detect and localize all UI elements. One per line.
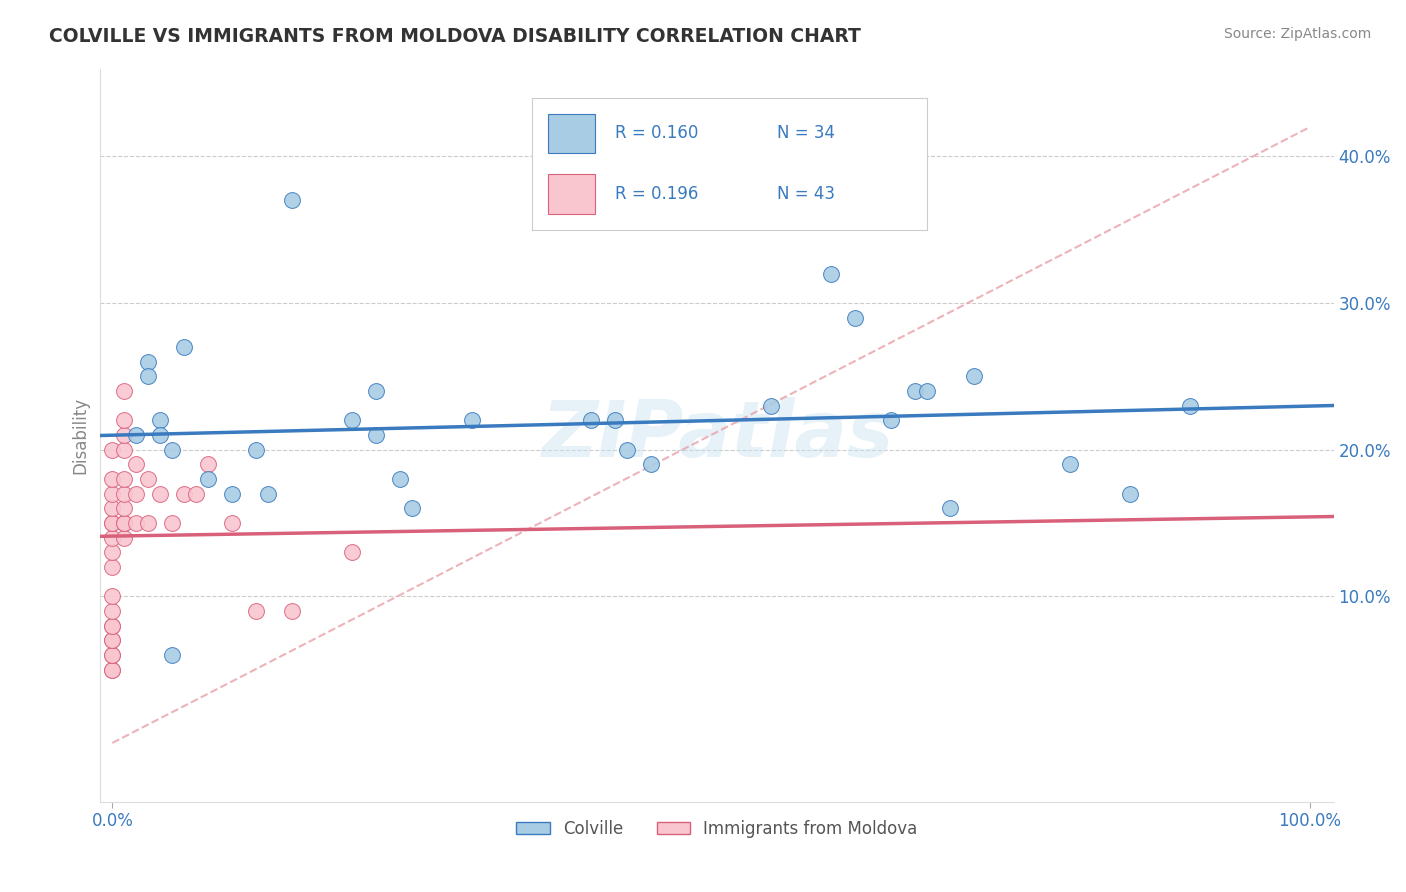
Point bbox=[125, 516, 148, 530]
Point bbox=[173, 486, 195, 500]
Point bbox=[112, 442, 135, 457]
Point bbox=[281, 194, 304, 208]
Legend: Colville, Immigrants from Moldova: Colville, Immigrants from Moldova bbox=[510, 814, 924, 845]
Point bbox=[963, 369, 986, 384]
Point bbox=[112, 516, 135, 530]
Point bbox=[101, 663, 124, 677]
Point bbox=[112, 516, 135, 530]
Point bbox=[101, 516, 124, 530]
Point bbox=[160, 442, 183, 457]
Point bbox=[149, 486, 172, 500]
Point bbox=[101, 516, 124, 530]
Point bbox=[136, 472, 159, 486]
Point bbox=[186, 486, 208, 500]
Point bbox=[101, 531, 124, 545]
Point bbox=[101, 590, 124, 604]
Point bbox=[221, 486, 243, 500]
Point bbox=[173, 340, 195, 354]
Point bbox=[101, 648, 124, 662]
Point bbox=[820, 267, 842, 281]
Point bbox=[903, 384, 925, 398]
Point bbox=[101, 618, 124, 632]
Point bbox=[160, 648, 183, 662]
Point bbox=[101, 472, 124, 486]
Point bbox=[1059, 458, 1081, 472]
Point bbox=[136, 369, 159, 384]
Point bbox=[101, 501, 124, 516]
Text: Source: ZipAtlas.com: Source: ZipAtlas.com bbox=[1223, 27, 1371, 41]
Point bbox=[101, 663, 124, 677]
Point bbox=[101, 486, 124, 500]
Point bbox=[844, 310, 866, 325]
Point bbox=[759, 399, 782, 413]
Point bbox=[197, 458, 219, 472]
Point bbox=[340, 413, 363, 427]
Point bbox=[101, 442, 124, 457]
Point bbox=[101, 545, 124, 559]
Text: COLVILLE VS IMMIGRANTS FROM MOLDOVA DISABILITY CORRELATION CHART: COLVILLE VS IMMIGRANTS FROM MOLDOVA DISA… bbox=[49, 27, 860, 45]
Point bbox=[101, 560, 124, 574]
Point bbox=[401, 501, 423, 516]
Point bbox=[221, 516, 243, 530]
Point bbox=[112, 472, 135, 486]
Point bbox=[1178, 399, 1201, 413]
Point bbox=[112, 428, 135, 442]
Point bbox=[149, 413, 172, 427]
Text: ZIPatlas: ZIPatlas bbox=[541, 397, 893, 473]
Point bbox=[149, 428, 172, 442]
Point bbox=[245, 442, 267, 457]
Point bbox=[101, 618, 124, 632]
Y-axis label: Disability: Disability bbox=[72, 396, 89, 474]
Point bbox=[112, 531, 135, 545]
Point bbox=[605, 413, 627, 427]
Point bbox=[101, 604, 124, 618]
Point bbox=[101, 648, 124, 662]
Point bbox=[388, 472, 411, 486]
Point bbox=[257, 486, 280, 500]
Point bbox=[112, 486, 135, 500]
Point bbox=[125, 428, 148, 442]
Point bbox=[640, 458, 662, 472]
Point bbox=[340, 545, 363, 559]
Point bbox=[136, 355, 159, 369]
Point bbox=[460, 413, 482, 427]
Point bbox=[1119, 486, 1142, 500]
Point bbox=[197, 472, 219, 486]
Point bbox=[112, 413, 135, 427]
Point bbox=[879, 413, 901, 427]
Point bbox=[581, 413, 603, 427]
Point bbox=[101, 633, 124, 648]
Point bbox=[101, 633, 124, 648]
Point bbox=[616, 442, 638, 457]
Point bbox=[160, 516, 183, 530]
Point bbox=[112, 384, 135, 398]
Point bbox=[112, 501, 135, 516]
Point bbox=[245, 604, 267, 618]
Point bbox=[939, 501, 962, 516]
Point bbox=[125, 486, 148, 500]
Point bbox=[281, 604, 304, 618]
Point bbox=[364, 428, 387, 442]
Point bbox=[915, 384, 938, 398]
Point bbox=[125, 458, 148, 472]
Point bbox=[136, 516, 159, 530]
Point bbox=[364, 384, 387, 398]
